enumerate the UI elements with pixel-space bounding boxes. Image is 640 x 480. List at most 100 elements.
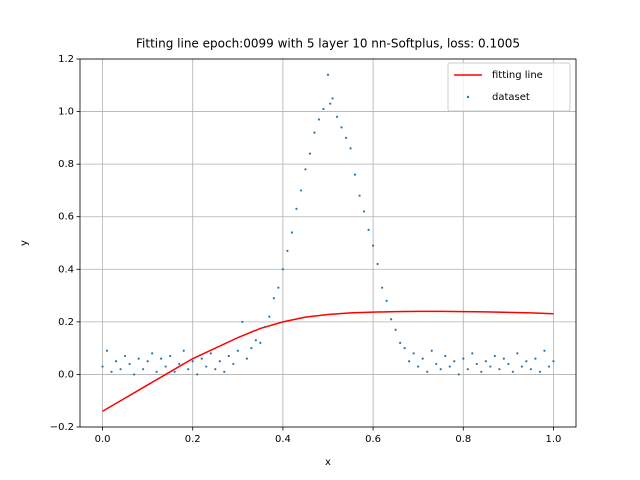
data-point [200, 357, 203, 360]
data-point [329, 102, 332, 105]
data-point [529, 368, 533, 371]
x-tick-label: 0.2 [185, 434, 201, 445]
data-point [182, 349, 185, 352]
data-point [241, 320, 244, 323]
data-point [214, 368, 217, 371]
data-point [552, 360, 555, 363]
data-point [277, 286, 280, 289]
data-point [173, 370, 176, 373]
plot-area [101, 73, 555, 412]
data-point [457, 373, 460, 376]
data-point [110, 370, 113, 373]
data-point [385, 299, 388, 302]
y-tick-label: 0.0 [58, 369, 74, 380]
data-point [349, 147, 352, 150]
data-point [362, 210, 366, 213]
data-point [259, 341, 262, 344]
data-point [263, 326, 266, 329]
data-point [322, 107, 325, 111]
data-point [511, 370, 514, 373]
data-point [516, 352, 519, 355]
data-point [335, 115, 339, 118]
data-point [227, 354, 230, 358]
axes-frame [79, 58, 577, 428]
data-point [484, 360, 487, 363]
data-point [317, 118, 321, 121]
data-point [236, 349, 239, 352]
y-tick-label: 0.6 [58, 212, 74, 223]
legend: fitting line dataset [447, 62, 571, 112]
data-point [151, 352, 154, 355]
data-point [412, 352, 415, 355]
y-tick-label: −0.2 [50, 422, 74, 433]
data-point [133, 373, 136, 376]
data-point [367, 228, 370, 231]
data-point [394, 328, 397, 331]
data-point [453, 360, 456, 363]
data-point [507, 362, 510, 366]
data-point [105, 349, 109, 352]
data-point [435, 362, 438, 366]
y-axis-label: y [19, 240, 30, 246]
data-point [308, 152, 312, 155]
data-point [538, 370, 542, 373]
data-point [381, 286, 384, 289]
x-tick-label: 0.4 [275, 434, 291, 445]
data-point [489, 365, 492, 368]
data-point [295, 207, 298, 210]
data-point [272, 297, 275, 300]
data-point [462, 357, 465, 360]
data-point [408, 360, 411, 363]
data-point [426, 370, 429, 373]
data-point [421, 357, 424, 360]
data-point [119, 368, 122, 371]
data-point [525, 360, 528, 363]
data-point [205, 365, 208, 368]
y-tick-label: 1.2 [58, 54, 74, 65]
data-point [178, 362, 181, 366]
data-point [254, 339, 257, 342]
y-tick-label: 0.8 [58, 159, 74, 170]
data-point [187, 368, 190, 371]
data-point [480, 370, 483, 373]
data-point [123, 354, 127, 358]
data-point [155, 370, 158, 373]
data-point [268, 315, 271, 318]
legend-label: dataset [492, 92, 530, 103]
data-point [358, 194, 361, 197]
data-point [232, 362, 235, 366]
data-point [390, 318, 393, 321]
data-point [543, 349, 546, 352]
data-point [114, 360, 118, 363]
data-point [448, 365, 451, 368]
x-axis-label: x [325, 457, 331, 468]
data-point [344, 136, 348, 139]
data-point [101, 365, 104, 368]
data-point [547, 365, 551, 368]
y-tick-label: 0.4 [58, 264, 74, 275]
legend-swatch [466, 95, 470, 99]
data-point [223, 370, 226, 373]
data-point [353, 173, 357, 176]
chart-title: Fitting line epoch:0099 with 5 layer 10 … [136, 37, 520, 51]
data-point [403, 347, 406, 350]
data-point [498, 368, 501, 371]
data-point [137, 357, 140, 360]
x-tick-label: 0.6 [365, 434, 381, 445]
data-point [128, 362, 131, 366]
data-point [399, 341, 402, 344]
data-point [502, 357, 505, 360]
data-point [218, 360, 221, 363]
data-point [371, 244, 375, 247]
data-point [142, 368, 145, 371]
data-point [493, 354, 496, 358]
data-point [520, 365, 523, 368]
data-point [286, 249, 289, 252]
data-point [471, 352, 474, 355]
x-tick-label: 0.0 [95, 434, 111, 445]
data-point [169, 354, 172, 358]
data-point [340, 126, 343, 129]
data-point [430, 349, 433, 352]
